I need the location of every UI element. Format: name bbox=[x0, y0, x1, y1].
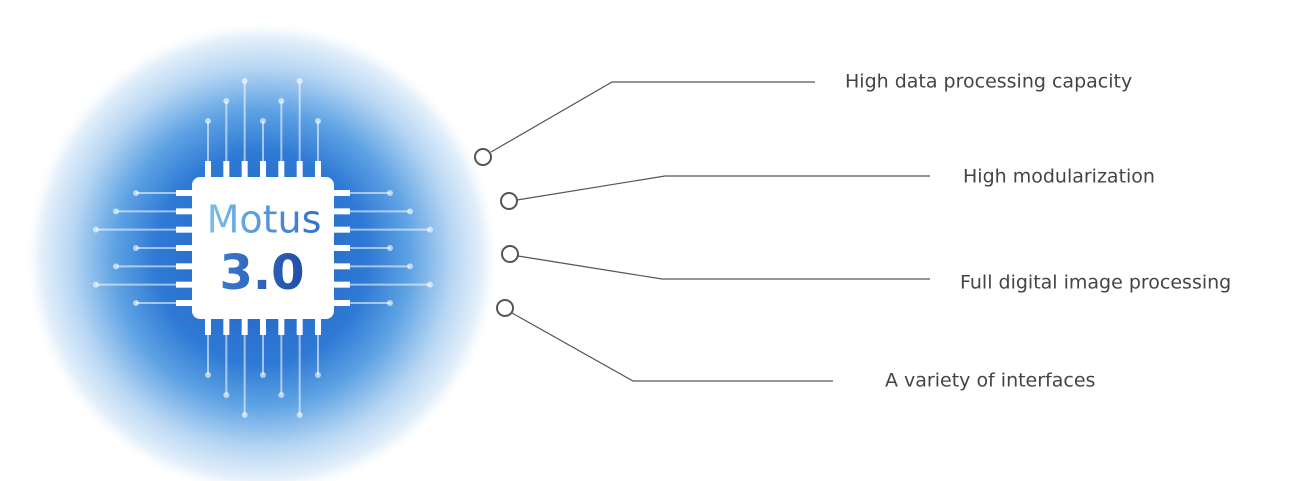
pin bbox=[334, 300, 350, 306]
feature-label: High data processing capacity bbox=[845, 71, 1132, 93]
callouts: High data processing capacity High modul… bbox=[474, 71, 1231, 392]
trace-node bbox=[387, 190, 393, 196]
trace-node bbox=[427, 226, 433, 233]
trace-node bbox=[407, 263, 413, 270]
chip bbox=[192, 177, 334, 319]
pin bbox=[176, 281, 192, 288]
trace-node bbox=[407, 208, 413, 215]
trace-node bbox=[260, 118, 266, 124]
pin bbox=[296, 319, 303, 335]
pin bbox=[176, 245, 192, 251]
pin bbox=[334, 245, 350, 251]
feature-label: A variety of interfaces bbox=[885, 370, 1095, 392]
callout-line bbox=[511, 312, 833, 382]
circuit-traces bbox=[93, 78, 433, 418]
pin bbox=[315, 161, 321, 177]
trace-node bbox=[223, 392, 230, 398]
trace-node bbox=[205, 372, 211, 378]
trace-node bbox=[427, 281, 433, 288]
trace-node bbox=[113, 208, 119, 215]
pin bbox=[205, 319, 211, 335]
pin bbox=[223, 319, 230, 335]
trace-node bbox=[296, 78, 303, 84]
pin bbox=[278, 319, 285, 335]
pin bbox=[334, 281, 350, 288]
pin bbox=[260, 319, 266, 335]
pin bbox=[260, 161, 266, 177]
pin bbox=[334, 190, 350, 196]
feature-label: Full digital image processing bbox=[960, 272, 1231, 294]
trace-node bbox=[93, 281, 99, 288]
pin bbox=[223, 161, 230, 177]
pin bbox=[334, 226, 350, 233]
callout-line bbox=[517, 255, 930, 280]
feature-label: High modularization bbox=[963, 166, 1155, 188]
trace-node bbox=[260, 372, 266, 378]
callout-dot bbox=[500, 192, 518, 210]
pin bbox=[334, 208, 350, 215]
pin bbox=[176, 300, 192, 306]
pin bbox=[176, 226, 192, 233]
chip-pins bbox=[176, 161, 350, 335]
pin bbox=[334, 263, 350, 270]
trace-node bbox=[133, 300, 139, 306]
trace-node bbox=[133, 245, 139, 251]
pin bbox=[176, 263, 192, 270]
chip-version: 3.0 bbox=[219, 245, 304, 301]
trace-node bbox=[278, 98, 285, 104]
callout-line bbox=[490, 81, 815, 153]
pin bbox=[296, 161, 303, 177]
trace-node bbox=[241, 78, 248, 84]
trace-node bbox=[278, 392, 285, 398]
trace-node bbox=[223, 98, 230, 104]
trace-node bbox=[387, 245, 393, 251]
trace-node bbox=[315, 372, 321, 378]
pin bbox=[278, 161, 285, 177]
callout-dot bbox=[496, 299, 514, 317]
callout-dot bbox=[474, 148, 492, 166]
callout-dot bbox=[501, 245, 519, 263]
pin bbox=[176, 208, 192, 215]
trace-node bbox=[133, 190, 139, 196]
chip-name: Motus bbox=[207, 198, 322, 242]
trace-node bbox=[205, 118, 211, 124]
trace-node bbox=[296, 412, 303, 418]
callout-line bbox=[516, 175, 930, 201]
pin bbox=[241, 161, 248, 177]
pin bbox=[176, 190, 192, 196]
pin bbox=[315, 319, 321, 335]
trace-node bbox=[93, 226, 99, 233]
trace-node bbox=[315, 118, 321, 124]
pin bbox=[241, 319, 248, 335]
trace-node bbox=[387, 300, 393, 306]
pin bbox=[205, 161, 211, 177]
trace-node bbox=[113, 263, 119, 270]
trace-node bbox=[241, 412, 248, 418]
